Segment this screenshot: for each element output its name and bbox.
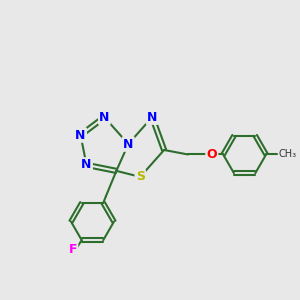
Text: N: N (147, 111, 157, 124)
Text: O: O (206, 148, 217, 161)
Text: CH₃: CH₃ (278, 149, 296, 160)
Text: N: N (123, 137, 134, 151)
Text: N: N (75, 129, 86, 142)
Text: S: S (136, 170, 145, 183)
Text: F: F (68, 243, 77, 256)
Text: N: N (99, 111, 110, 124)
Text: N: N (81, 158, 92, 171)
